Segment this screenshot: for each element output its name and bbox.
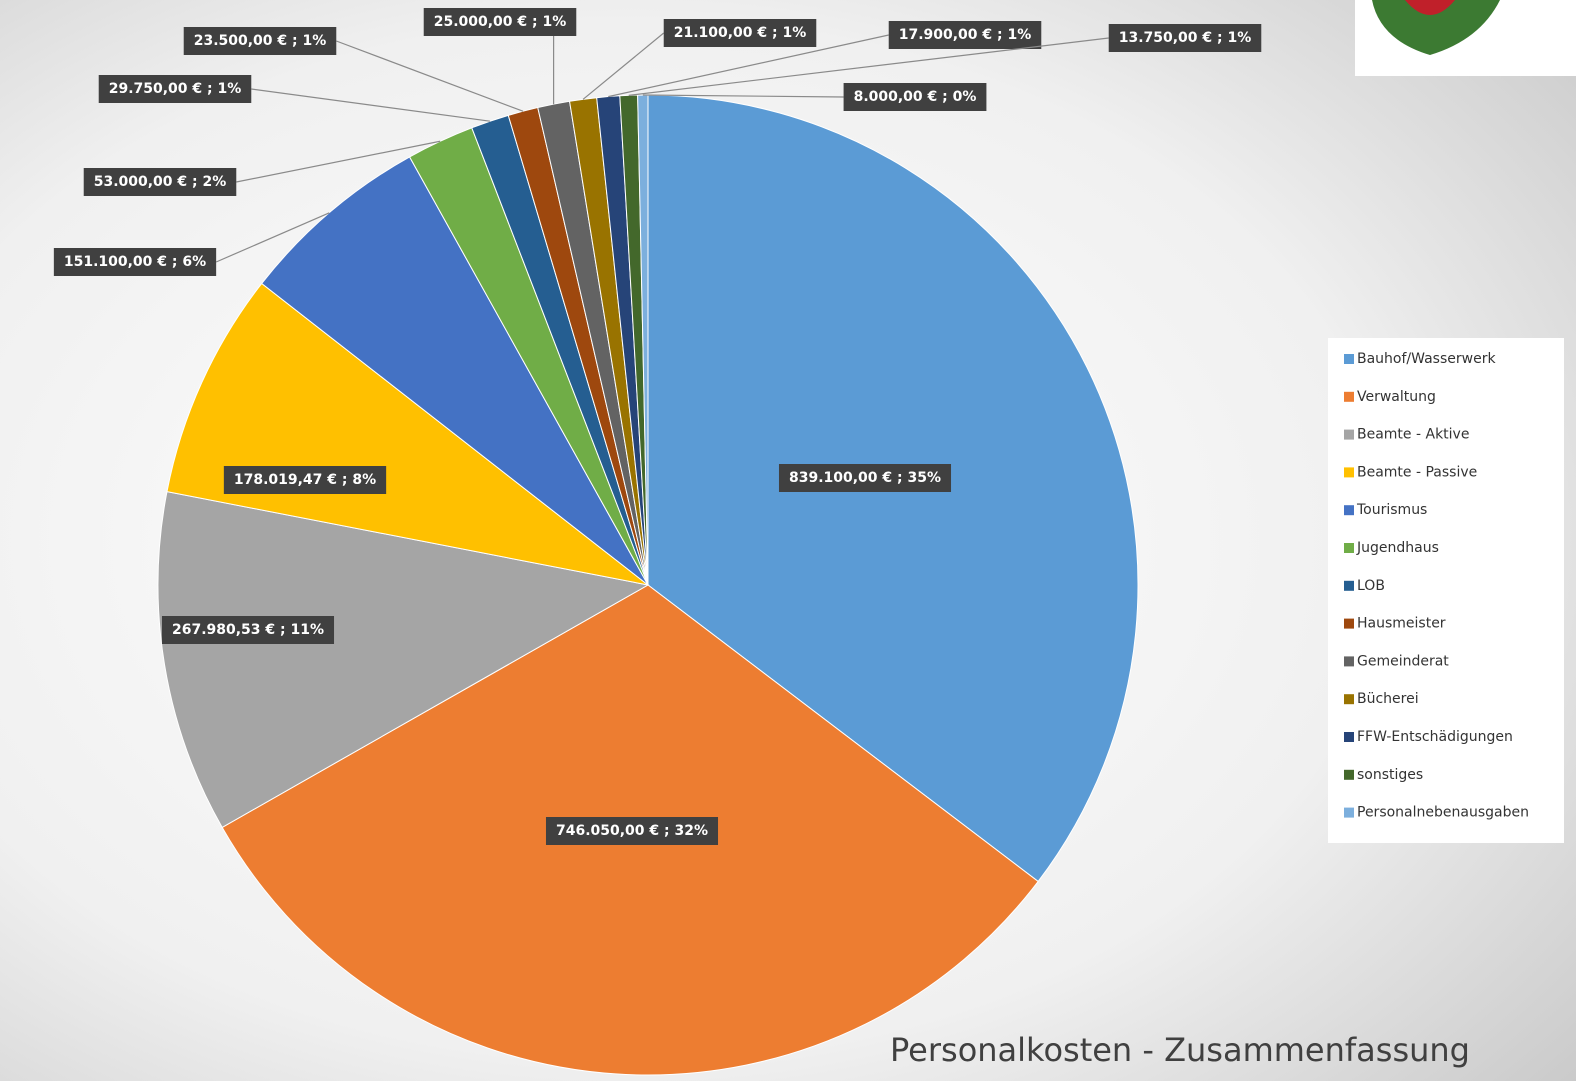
pie — [157, 94, 1139, 1076]
legend-swatch — [1344, 656, 1354, 667]
legend-label: Personalnebenausgaben — [1357, 805, 1529, 821]
logo — [1372, 0, 1500, 55]
legend-swatch — [1344, 769, 1354, 780]
legend-label: sonstiges — [1357, 767, 1423, 783]
legend-label: Beamte - Aktive — [1357, 427, 1469, 443]
data-label-box — [423, 8, 577, 36]
legend-swatch — [1344, 354, 1354, 364]
data-label: 29.750,00 € ; 1% — [109, 81, 242, 97]
leader-line — [608, 34, 889, 98]
leader-line — [215, 212, 330, 263]
data-label-box — [183, 27, 337, 55]
legend-swatch — [1344, 505, 1354, 516]
data-label: 151.100,00 € ; 6% — [64, 254, 206, 270]
leader-line — [642, 94, 844, 98]
data-label-box — [843, 83, 987, 111]
legend-label: FFW-Entschädigungen — [1357, 729, 1513, 745]
leader-line — [236, 140, 441, 183]
legend-swatch — [1344, 391, 1354, 402]
legend-label: Bauhof/Wasserwerk — [1357, 351, 1496, 367]
data-label-box — [1108, 24, 1262, 52]
data-label: 21.100,00 € ; 1% — [674, 25, 807, 41]
data-label-box — [663, 19, 817, 47]
legend-label: Jugendhaus — [1356, 540, 1439, 556]
data-label-box — [888, 21, 1042, 49]
data-label: 17.900,00 € ; 1% — [899, 27, 1032, 43]
legend-label: Verwaltung — [1357, 389, 1436, 405]
data-label-box — [83, 168, 237, 196]
data-label: 178.019,47 € ; 8% — [234, 472, 376, 488]
data-label: 8.000,00 € ; 0% — [854, 89, 977, 105]
data-label-box — [53, 248, 217, 276]
legend-label: Hausmeister — [1357, 616, 1446, 632]
legend-items: Bauhof/Wasserwerk Verwaltung Beamte - Akti… — [1344, 351, 1529, 821]
data-label: 267.980,53 € ; 11% — [172, 622, 324, 638]
legend-swatch — [1344, 807, 1354, 818]
legend-swatch — [1344, 429, 1354, 440]
leader-line — [582, 32, 665, 100]
legend-swatch — [1344, 580, 1354, 591]
data-label-box — [98, 75, 252, 103]
legend-label: Beamte - Passive — [1357, 464, 1477, 480]
legend-swatch — [1344, 732, 1354, 742]
data-label-box — [778, 464, 952, 492]
leader-line — [628, 37, 1109, 96]
pie-slice — [166, 282, 649, 586]
legend-label: Gemeinderat — [1357, 653, 1449, 669]
leader-line — [251, 88, 491, 122]
data-labels: 839.100,00 € ; 35% 746.050,00 € ; 32% 267.… — [53, 8, 1262, 845]
pie-slice — [157, 491, 650, 829]
legend-swatch — [1344, 543, 1354, 553]
data-label-box — [223, 466, 387, 494]
leader-line — [336, 40, 524, 112]
data-label: 23.500,00 € ; 1% — [194, 33, 327, 49]
legend-swatch — [1344, 618, 1354, 629]
legend-swatch — [1344, 467, 1354, 478]
data-label: 13.750,00 € ; 1% — [1119, 30, 1252, 46]
data-label: 25.000,00 € ; 1% — [434, 14, 567, 30]
legend-label: LOB — [1357, 578, 1385, 594]
legend-swatch — [1344, 694, 1354, 705]
logo-crest — [1405, 0, 1455, 15]
data-label-box — [545, 817, 719, 845]
data-label-box — [161, 616, 335, 644]
data-label: 746.050,00 € ; 32% — [556, 823, 708, 839]
data-label: 53.000,00 € ; 2% — [94, 174, 227, 190]
pie-slice — [261, 156, 649, 586]
legend-label: Tourismus — [1356, 502, 1427, 518]
chart-title: Personalkosten - Zusammenfassung — [890, 1031, 1470, 1069]
data-label: 839.100,00 € ; 35% — [789, 470, 941, 486]
legend-label: Bücherei — [1357, 691, 1419, 707]
legend — [1328, 338, 1564, 843]
